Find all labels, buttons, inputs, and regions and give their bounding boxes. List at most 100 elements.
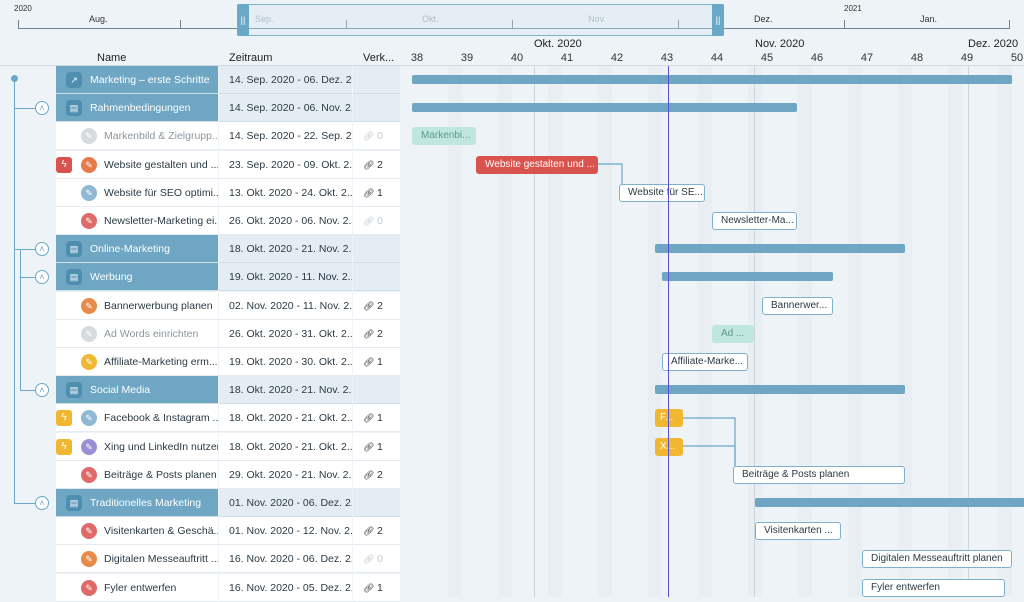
overview-handle-right[interactable]: ||: [712, 4, 724, 36]
task-row[interactable]: Fyler entwerfen 16. Nov. 2020 - 05. Dez. …: [0, 573, 400, 602]
task-row[interactable]: Digitalen Messeauftritt ... 16. Nov. 2020…: [0, 545, 400, 574]
summary-bar[interactable]: [755, 498, 1024, 507]
name-cell[interactable]: Xing und LinkedIn nutzen: [56, 432, 218, 461]
dependency-cell[interactable]: [353, 66, 400, 94]
name-cell[interactable]: Affiliate-Marketing erm...: [56, 348, 218, 376]
name-cell[interactable]: Marketing – erste Schritte: [56, 66, 218, 94]
dependency-cell[interactable]: 🔗︎ 1: [353, 573, 400, 602]
dependency-cell[interactable]: 🔗︎ 2: [353, 291, 400, 320]
range-cell[interactable]: 26. Okt. 2020 - 31. Okt. 2...: [219, 319, 352, 348]
task-row[interactable]: Website gestalten und ... 23. Sep. 2020 -…: [0, 150, 400, 179]
range-cell[interactable]: 02. Nov. 2020 - 11. Nov. 2...: [219, 291, 352, 320]
dependency-cell[interactable]: 🔗︎ 2: [353, 150, 400, 179]
range-cell[interactable]: 13. Okt. 2020 - 24. Okt. 2...: [219, 178, 352, 207]
group-row[interactable]: Online-Marketing 18. Okt. 2020 - 21. Nov.…: [0, 235, 400, 264]
summary-bar[interactable]: [655, 385, 905, 395]
collapse-toggle-icon[interactable]: ˄: [35, 383, 49, 398]
collapse-toggle-icon[interactable]: ˄: [35, 242, 49, 257]
dependency-cell[interactable]: [353, 489, 400, 517]
column-header-range[interactable]: Zeitraum: [229, 52, 273, 64]
task-row[interactable]: Website für SEO optimi... 13. Okt. 2020 -…: [0, 178, 400, 207]
task-row[interactable]: Newsletter-Marketing ei... 26. Okt. 2020 …: [0, 207, 400, 235]
group-row[interactable]: Rahmenbedingungen 14. Sep. 2020 - 06. Nov…: [0, 94, 400, 123]
task-row[interactable]: Ad Words einrichten 26. Okt. 2020 - 31. O…: [0, 319, 400, 348]
range-cell[interactable]: 01. Nov. 2020 - 12. Nov. 2...: [219, 517, 352, 546]
dependency-cell[interactable]: [353, 376, 400, 405]
summary-bar[interactable]: [655, 244, 905, 254]
range-cell[interactable]: 14. Sep. 2020 - 06. Nov. 2...: [219, 94, 352, 123]
timeline-overview[interactable]: 2020 2021 Aug. Sep. Okt. Nov. Dez. Jan. …: [0, 0, 1024, 40]
group-row[interactable]: Werbung 19. Okt. 2020 - 11. Nov. 2... ▤ ˄: [0, 263, 400, 292]
task-bar[interactable]: X...: [655, 437, 683, 456]
task-bar[interactable]: Website für SE...: [619, 183, 705, 202]
group-row[interactable]: Marketing – erste Schritte 14. Sep. 2020 …: [0, 66, 400, 94]
summary-bar[interactable]: [412, 103, 797, 113]
task-bar[interactable]: Bannerwer...: [762, 296, 833, 315]
range-cell[interactable]: 18. Okt. 2020 - 21. Nov. 2...: [219, 235, 352, 264]
name-cell[interactable]: Traditionelles Marketing: [56, 489, 218, 517]
name-cell[interactable]: Social Media: [56, 376, 218, 405]
dependency-cell[interactable]: 🔗︎ 1: [353, 432, 400, 461]
name-cell[interactable]: Rahmenbedingungen: [56, 94, 218, 123]
task-row[interactable]: Facebook & Instagram ... 18. Okt. 2020 - …: [0, 404, 400, 433]
column-header-dependencies[interactable]: Verk...: [363, 52, 395, 64]
dependency-cell[interactable]: 🔗︎ 0: [353, 545, 400, 574]
range-cell[interactable]: 18. Okt. 2020 - 21. Okt. 2...: [219, 432, 352, 461]
task-row[interactable]: Xing und LinkedIn nutzen 18. Okt. 2020 - …: [0, 432, 400, 461]
task-bar[interactable]: Digitalen Messeauftritt planen: [862, 550, 1012, 569]
task-row[interactable]: Bannerwerbung planen 02. Nov. 2020 - 11. …: [0, 291, 400, 320]
range-cell[interactable]: 14. Sep. 2020 - 06. Dez. 2...: [219, 66, 352, 94]
column-header-name[interactable]: Name: [97, 52, 127, 64]
group-row[interactable]: Social Media 18. Okt. 2020 - 21. Nov. 2..…: [0, 376, 400, 405]
range-cell[interactable]: 18. Okt. 2020 - 21. Okt. 2...: [219, 404, 352, 433]
dependency-cell[interactable]: [353, 263, 400, 292]
task-bar[interactable]: Affiliate-Marke...: [662, 353, 748, 371]
dependency-cell[interactable]: 🔗︎ 0: [353, 122, 400, 151]
dependency-cell[interactable]: 🔗︎ 1: [353, 178, 400, 207]
name-cell[interactable]: Website für SEO optimi...: [56, 178, 218, 207]
dependency-cell[interactable]: 🔗︎ 2: [353, 460, 400, 489]
range-cell[interactable]: 16. Nov. 2020 - 05. Dez. 2...: [219, 573, 352, 602]
summary-bar[interactable]: [662, 272, 833, 282]
task-row[interactable]: Markenbild & Zielgrupp... 14. Sep. 2020 -…: [0, 122, 400, 151]
name-cell[interactable]: Visitenkarten & Geschä...: [56, 517, 218, 546]
dependency-cell[interactable]: [353, 94, 400, 123]
range-cell[interactable]: 18. Okt. 2020 - 21. Nov. 2...: [219, 376, 352, 405]
range-cell[interactable]: 16. Nov. 2020 - 06. Dez. 2...: [219, 545, 352, 574]
dependency-cell[interactable]: 🔗︎ 1: [353, 348, 400, 376]
collapse-toggle-icon[interactable]: ˄: [35, 270, 49, 285]
overview-window[interactable]: [242, 4, 720, 36]
range-cell[interactable]: 26. Okt. 2020 - 06. Nov. 2...: [219, 207, 352, 235]
dependency-cell[interactable]: 🔗︎ 0: [353, 207, 400, 235]
dependency-cell[interactable]: 🔗︎ 1: [353, 404, 400, 433]
range-cell[interactable]: 29. Okt. 2020 - 21. Nov. 2...: [219, 460, 352, 489]
range-cell[interactable]: 14. Sep. 2020 - 22. Sep. 2...: [219, 122, 352, 151]
task-bar[interactable]: Ad ...: [712, 324, 754, 343]
gantt-chart[interactable]: Markenbi... Website gestalten und ... Webs…: [412, 66, 1024, 597]
task-bar[interactable]: Beiträge & Posts planen: [733, 465, 905, 484]
task-row[interactable]: Beiträge & Posts planen 29. Okt. 2020 - 2…: [0, 460, 400, 489]
task-bar[interactable]: Visitenkarten ...: [755, 522, 841, 541]
task-bar[interactable]: Website gestalten und ...: [476, 155, 598, 174]
dependency-cell[interactable]: 🔗︎ 2: [353, 517, 400, 546]
collapse-toggle-icon[interactable]: ˄: [35, 101, 49, 116]
name-cell[interactable]: Online-Marketing: [56, 235, 218, 264]
task-bar[interactable]: Newsletter-Ma...: [712, 212, 797, 230]
name-cell[interactable]: Website gestalten und ...: [56, 150, 218, 179]
range-cell[interactable]: 01. Nov. 2020 - 06. Dez. 2...: [219, 489, 352, 517]
task-row[interactable]: Affiliate-Marketing erm... 19. Okt. 2020 …: [0, 348, 400, 376]
dependency-cell[interactable]: 🔗︎ 2: [353, 319, 400, 348]
dependency-cell[interactable]: [353, 235, 400, 264]
range-cell[interactable]: 19. Okt. 2020 - 30. Okt. 2...: [219, 348, 352, 376]
task-row[interactable]: Visitenkarten & Geschä... 01. Nov. 2020 -…: [0, 517, 400, 546]
task-bar[interactable]: Markenbi...: [412, 127, 476, 146]
task-bar[interactable]: F...: [655, 409, 683, 428]
task-bar[interactable]: Fyler entwerfen: [862, 578, 1005, 597]
overview-handle-left[interactable]: ||: [237, 4, 249, 36]
range-cell[interactable]: 19. Okt. 2020 - 11. Nov. 2...: [219, 263, 352, 292]
summary-bar[interactable]: [412, 75, 1012, 84]
range-cell[interactable]: 23. Sep. 2020 - 09. Okt. 2...: [219, 150, 352, 179]
collapse-toggle-icon[interactable]: ˄: [35, 496, 49, 510]
group-row[interactable]: Traditionelles Marketing 01. Nov. 2020 - …: [0, 489, 400, 517]
name-cell[interactable]: Werbung: [56, 263, 218, 292]
